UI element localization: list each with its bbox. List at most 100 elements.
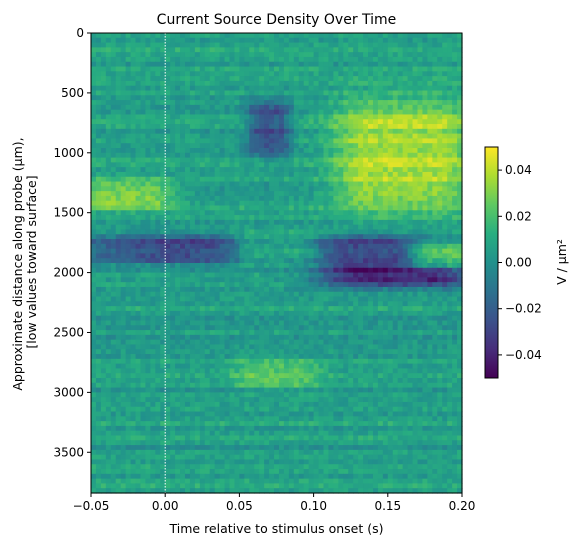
heatmap-cell bbox=[412, 95, 419, 101]
heatmap-cell bbox=[283, 195, 290, 202]
heatmap-cell bbox=[180, 191, 186, 197]
heatmap-cell bbox=[328, 162, 334, 168]
heatmap-cell bbox=[363, 128, 369, 135]
heatmap-cell bbox=[244, 104, 250, 111]
heatmap-cell bbox=[288, 85, 295, 92]
heatmap-cell bbox=[175, 239, 181, 245]
heatmap-cell bbox=[397, 152, 404, 159]
heatmap-cell bbox=[338, 267, 344, 274]
heatmap-cell bbox=[363, 282, 369, 288]
heatmap-cell bbox=[407, 52, 414, 58]
heatmap-cell bbox=[437, 124, 443, 130]
heatmap-cell bbox=[407, 124, 414, 130]
heatmap-cell bbox=[328, 176, 334, 183]
heatmap-cell bbox=[293, 162, 300, 168]
heatmap-cell bbox=[209, 186, 216, 192]
heatmap-cell bbox=[105, 277, 112, 283]
heatmap-cell bbox=[402, 162, 409, 168]
heatmap-cell bbox=[194, 234, 201, 240]
heatmap-cell bbox=[95, 124, 102, 130]
heatmap-cell bbox=[165, 200, 171, 207]
heatmap-cell bbox=[343, 157, 349, 163]
heatmap-cell bbox=[283, 152, 290, 159]
heatmap-cell bbox=[199, 215, 206, 221]
heatmap-cell bbox=[387, 104, 394, 111]
heatmap-cell bbox=[328, 138, 334, 144]
heatmap-cell bbox=[313, 310, 320, 317]
heatmap-cell bbox=[120, 109, 127, 116]
heatmap-cell bbox=[358, 133, 364, 140]
heatmap-cell bbox=[437, 33, 443, 39]
heatmap-cell bbox=[199, 277, 206, 283]
heatmap-cell bbox=[353, 272, 359, 278]
heatmap-cell bbox=[184, 282, 191, 288]
heatmap-cell bbox=[328, 119, 334, 125]
heatmap-cell bbox=[318, 148, 325, 154]
heatmap-cell bbox=[130, 124, 137, 130]
heatmap-cell bbox=[328, 310, 334, 317]
heatmap-cell bbox=[264, 109, 270, 116]
heatmap-cell bbox=[189, 114, 196, 120]
heatmap-cell bbox=[264, 258, 270, 264]
heatmap-cell bbox=[180, 76, 186, 82]
heatmap-cell bbox=[219, 272, 226, 278]
heatmap-cell bbox=[264, 310, 270, 317]
heatmap-cell bbox=[95, 148, 102, 154]
heatmap-cell bbox=[442, 100, 448, 106]
heatmap-cell bbox=[189, 306, 196, 312]
heatmap-cell bbox=[293, 320, 300, 326]
heatmap-cell bbox=[328, 277, 334, 283]
heatmap-cell bbox=[125, 42, 132, 48]
heatmap-cell bbox=[293, 277, 300, 283]
heatmap-cell bbox=[150, 181, 156, 187]
heatmap-cell bbox=[95, 133, 102, 140]
heatmap-cell bbox=[288, 282, 295, 288]
heatmap-cell bbox=[333, 114, 339, 120]
heatmap-cell bbox=[328, 47, 334, 53]
heatmap-cell bbox=[407, 138, 414, 144]
heatmap-cell bbox=[170, 133, 176, 140]
heatmap-cell bbox=[91, 181, 97, 187]
heatmap-cell bbox=[308, 80, 315, 87]
heatmap-cell bbox=[170, 52, 176, 58]
heatmap-cell bbox=[427, 143, 433, 149]
heatmap-cell bbox=[115, 215, 122, 221]
heatmap-cell bbox=[120, 224, 127, 231]
heatmap-cell bbox=[269, 205, 275, 211]
heatmap-cell bbox=[432, 186, 438, 192]
heatmap-cell bbox=[135, 320, 142, 326]
heatmap-cell bbox=[214, 234, 221, 240]
heatmap-cell bbox=[194, 85, 201, 92]
heatmap-cell bbox=[328, 37, 334, 44]
heatmap-cell bbox=[254, 114, 260, 120]
heatmap-cell bbox=[165, 239, 171, 245]
heatmap-cell bbox=[303, 224, 310, 231]
heatmap-cell bbox=[269, 76, 275, 82]
heatmap-cell bbox=[105, 148, 112, 154]
heatmap-cell bbox=[397, 66, 404, 72]
heatmap-cell bbox=[288, 330, 295, 336]
heatmap-cell bbox=[442, 339, 448, 346]
heatmap-cell bbox=[382, 306, 389, 312]
heatmap-cell bbox=[219, 128, 226, 135]
heatmap-cell bbox=[244, 334, 250, 341]
heatmap-cell bbox=[377, 61, 384, 68]
heatmap-cell bbox=[155, 215, 161, 221]
heatmap-cell bbox=[100, 85, 107, 92]
heatmap-cell bbox=[422, 109, 428, 116]
heatmap-cell bbox=[115, 95, 122, 101]
heatmap-cell bbox=[229, 109, 236, 116]
heatmap-cell bbox=[189, 239, 196, 245]
heatmap-cell bbox=[204, 349, 211, 355]
heatmap-cell bbox=[170, 95, 176, 101]
heatmap-cell bbox=[313, 104, 320, 111]
heatmap-cell bbox=[194, 229, 201, 235]
heatmap-cell bbox=[437, 210, 443, 216]
heatmap-cell bbox=[199, 248, 206, 255]
heatmap-cell bbox=[229, 310, 236, 317]
heatmap-cell bbox=[298, 219, 305, 226]
heatmap-cell bbox=[313, 191, 320, 197]
heatmap-cell bbox=[437, 200, 443, 207]
heatmap-cell bbox=[115, 286, 122, 293]
heatmap-cell bbox=[452, 47, 458, 53]
